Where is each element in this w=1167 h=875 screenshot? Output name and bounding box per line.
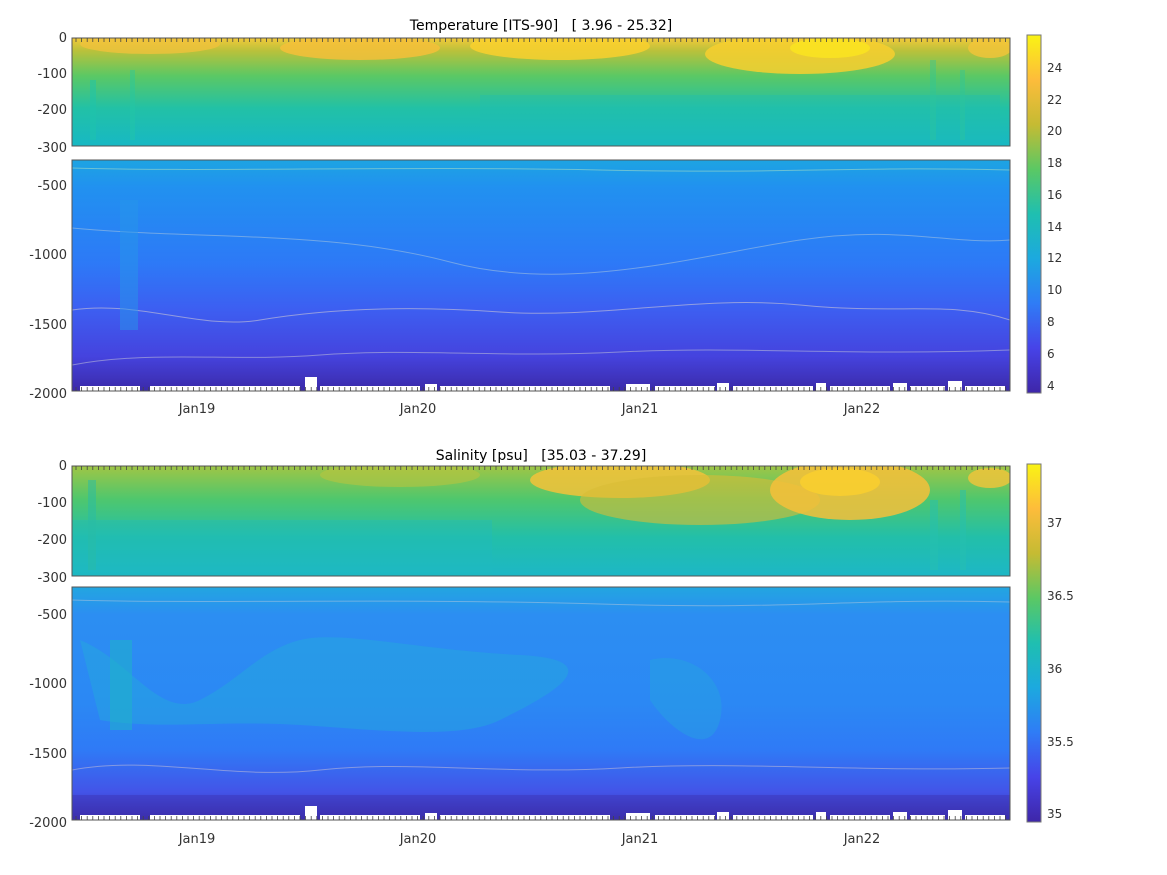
temperature-lower-panel bbox=[71, 159, 1011, 392]
salinity-ytick-100: -100 bbox=[37, 496, 67, 511]
salinity-y-axis-upper: 0 -100 -200 -300 bbox=[37, 459, 67, 586]
salinity-xtick-jan21: Jan21 bbox=[621, 832, 659, 847]
temperature-cb-18: 18 bbox=[1047, 156, 1062, 170]
axis-tick-marks bbox=[75, 38, 1006, 820]
salinity-cb-36-5: 36.5 bbox=[1047, 589, 1074, 603]
salinity-xtick-jan19: Jan19 bbox=[178, 832, 216, 847]
temperature-ytick-0: 0 bbox=[59, 31, 67, 46]
temperature-x-axis: Jan19 Jan20 Jan21 Jan22 bbox=[178, 402, 881, 417]
temperature-cb-16: 16 bbox=[1047, 188, 1062, 202]
temperature-cb-10: 10 bbox=[1047, 283, 1062, 297]
temperature-ytick-500: -500 bbox=[37, 179, 67, 194]
temperature-xtick-jan22: Jan22 bbox=[843, 402, 881, 417]
salinity-ytick-1000: -1000 bbox=[29, 677, 67, 692]
temperature-cb-8: 8 bbox=[1047, 315, 1055, 329]
temperature-cb-4: 4 bbox=[1047, 379, 1055, 393]
salinity-title: Salinity [psu] [35.03 - 37.29] bbox=[436, 448, 647, 464]
temperature-ytick-300: -300 bbox=[37, 141, 67, 156]
salinity-ytick-0: 0 bbox=[59, 459, 67, 474]
temperature-title: Temperature [ITS-90] [ 3.96 - 25.32] bbox=[409, 18, 672, 34]
salinity-lower-panel bbox=[71, 586, 1011, 821]
temperature-cb-22: 22 bbox=[1047, 93, 1062, 107]
temperature-colorbar-ticks: 24 22 20 18 16 14 12 10 8 6 4 bbox=[1047, 61, 1062, 393]
temperature-xtick-jan20: Jan20 bbox=[399, 402, 437, 417]
salinity-cb-35-5: 35.5 bbox=[1047, 735, 1074, 749]
temperature-y-axis-upper: 0 -100 -200 -300 bbox=[37, 31, 67, 156]
salinity-cb-37: 37 bbox=[1047, 516, 1062, 530]
temperature-cb-12: 12 bbox=[1047, 251, 1062, 265]
salinity-colorbar: 37 36.5 36 35.5 35 bbox=[1026, 463, 1074, 823]
temperature-colorbar: 24 22 20 18 16 14 12 10 8 6 4 bbox=[1026, 34, 1062, 394]
salinity-upper-panel bbox=[71, 465, 1011, 577]
temperature-ytick-2000: -2000 bbox=[29, 387, 67, 402]
temperature-ytick-1000: -1000 bbox=[29, 248, 67, 263]
temperature-ytick-100: -100 bbox=[37, 67, 67, 82]
salinity-ytick-1500: -1500 bbox=[29, 747, 67, 762]
salinity-xtick-jan22: Jan22 bbox=[843, 832, 881, 847]
temperature-ytick-1500: -1500 bbox=[29, 318, 67, 333]
salinity-colorbar-ticks: 37 36.5 36 35.5 35 bbox=[1047, 516, 1074, 821]
temperature-upper-features bbox=[80, 38, 1010, 146]
salinity-upper-features bbox=[72, 466, 1010, 576]
salinity-y-axis-lower: -500 -1000 -1500 -2000 bbox=[29, 608, 67, 831]
temperature-ytick-200: -200 bbox=[37, 103, 67, 118]
salinity-ytick-300: -300 bbox=[37, 571, 67, 586]
temperature-cb-6: 6 bbox=[1047, 347, 1055, 361]
temperature-xtick-jan21: Jan21 bbox=[621, 402, 659, 417]
salinity-colorbar-bar bbox=[1026, 463, 1042, 823]
salinity-ytick-500: -500 bbox=[37, 608, 67, 623]
temperature-cb-24: 24 bbox=[1047, 61, 1062, 75]
temperature-cb-14: 14 bbox=[1047, 220, 1062, 234]
temperature-y-axis-lower: -500 -1000 -1500 -2000 bbox=[29, 179, 67, 402]
salinity-lower-field bbox=[72, 587, 1010, 820]
salinity-cb-35: 35 bbox=[1047, 807, 1062, 821]
temperature-cb-20: 20 bbox=[1047, 124, 1062, 138]
temperature-upper-panel bbox=[71, 37, 1011, 147]
temperature-lower-field bbox=[72, 160, 1010, 391]
temperature-colorbar-bar bbox=[1026, 34, 1042, 394]
salinity-ytick-2000: -2000 bbox=[29, 816, 67, 831]
salinity-ytick-200: -200 bbox=[37, 533, 67, 548]
salinity-cb-36: 36 bbox=[1047, 662, 1062, 676]
salinity-x-axis: Jan19 Jan20 Jan21 Jan22 bbox=[178, 832, 881, 847]
temperature-xtick-jan19: Jan19 bbox=[178, 402, 216, 417]
salinity-xtick-jan20: Jan20 bbox=[399, 832, 437, 847]
temperature-lower-features bbox=[72, 167, 1010, 366]
